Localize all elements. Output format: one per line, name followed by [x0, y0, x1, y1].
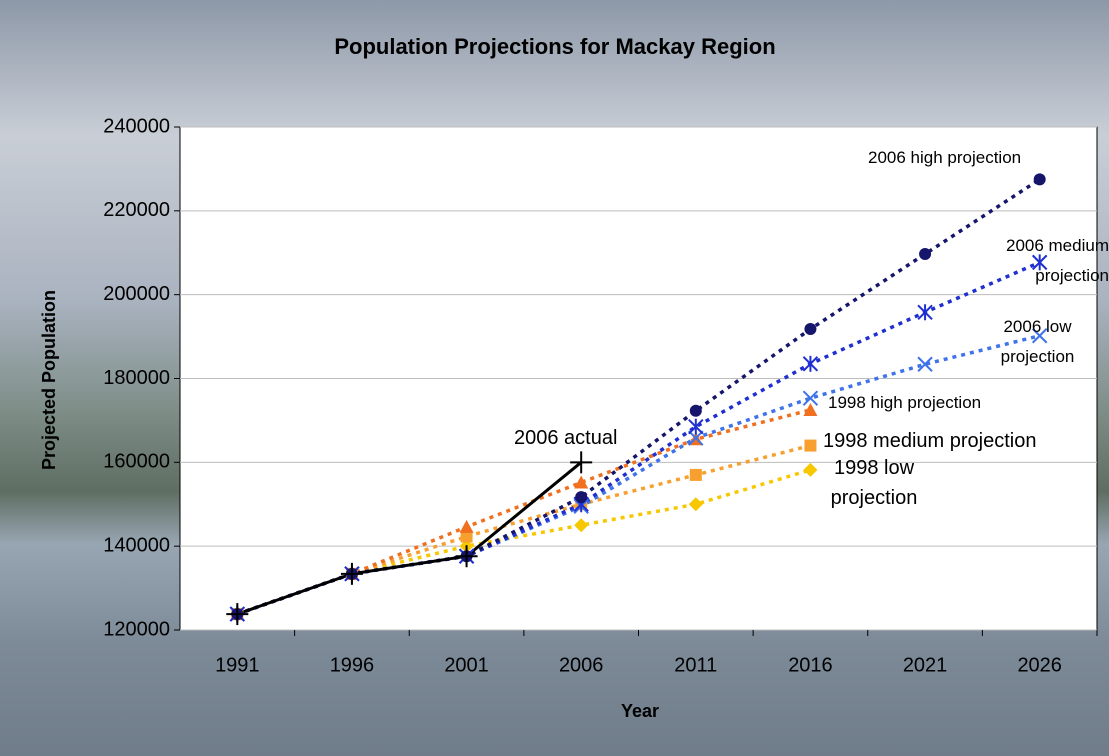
data-point [919, 248, 931, 260]
x-tick-label: 2026 [1017, 654, 1062, 676]
marker-shape [919, 248, 931, 260]
marker-shape [804, 440, 816, 452]
series-annotation: 1998 low projection [815, 453, 933, 513]
data-point [690, 469, 702, 481]
series-annotation: 2006 high projection [868, 143, 1078, 173]
x-tick-label: 2021 [903, 654, 948, 676]
y-tick-label: 240000 [103, 115, 170, 137]
series-annotation: 2006 actual [514, 423, 654, 453]
x-tick-label: 2006 [559, 654, 604, 676]
x-axis-label: Year [621, 701, 659, 721]
x-tick-label: 2016 [788, 654, 833, 676]
series-annotation: 2006 medium projection [960, 231, 1109, 291]
marker-shape [575, 491, 587, 503]
chart-title: Population Projections for Mackay Region [334, 34, 775, 59]
chart-page: Population Projections for Mackay Region… [0, 0, 1109, 756]
data-point [804, 440, 816, 452]
chart: Population Projections for Mackay Region… [0, 0, 1109, 756]
x-tick-label: 1991 [215, 654, 260, 676]
data-point [690, 405, 702, 417]
y-tick-label: 140000 [103, 534, 170, 556]
y-axis-label: Projected Population [39, 290, 59, 470]
y-tick-label: 120000 [103, 618, 170, 640]
data-point [1034, 173, 1046, 185]
series-annotation: 1998 high projection [828, 388, 1038, 418]
x-tick-label: 2001 [444, 654, 489, 676]
y-tick-label: 180000 [103, 367, 170, 389]
x-tick-label: 1996 [330, 654, 375, 676]
x-tick-label: 2011 [674, 654, 717, 676]
marker-shape [804, 323, 816, 335]
data-point [575, 491, 587, 503]
data-point [804, 323, 816, 335]
series-annotation: 1998 medium projection [823, 426, 1103, 456]
marker-shape [690, 469, 702, 481]
series-annotation: 2006 low projection [985, 312, 1090, 372]
y-tick-label: 220000 [103, 199, 170, 221]
marker-shape [1034, 173, 1046, 185]
marker-shape [690, 405, 702, 417]
y-tick-label: 200000 [103, 283, 170, 305]
y-tick-label: 160000 [103, 451, 170, 473]
